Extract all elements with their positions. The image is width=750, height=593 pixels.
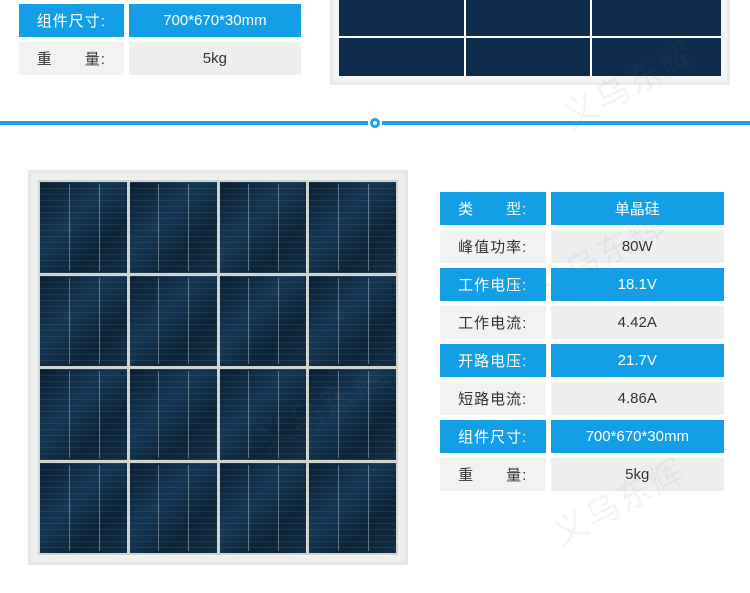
- spec-label: 类 型:: [439, 191, 547, 226]
- solar-panel-image: [28, 170, 408, 565]
- solar-cell: [40, 182, 127, 273]
- spec-value: 80W: [550, 229, 725, 264]
- divider-line: [382, 121, 750, 125]
- solar-panel-fragment: [330, 0, 730, 85]
- solar-cell: [309, 369, 396, 460]
- table-row: 短路电流: 4.86A: [439, 381, 725, 416]
- divider-line: [0, 121, 368, 125]
- solar-cell: [130, 369, 217, 460]
- table-row: 峰值功率: 80W: [439, 229, 725, 264]
- table-row: 组件尺寸: 700*670*30mm: [18, 3, 302, 38]
- solar-cell: [130, 182, 217, 273]
- table-row: 工作电流: 4.42A: [439, 305, 725, 340]
- table-row: 重 量: 5kg: [18, 41, 302, 76]
- spec-label: 开路电压:: [439, 343, 547, 378]
- section-divider: [0, 118, 750, 128]
- spec-value: 4.86A: [550, 381, 725, 416]
- solar-cells-grid: [38, 180, 398, 555]
- spec-value: 18.1V: [550, 267, 725, 302]
- solar-cell: [220, 182, 307, 273]
- spec-label: 重 量:: [439, 457, 547, 492]
- spec-value: 700*670*30mm: [128, 3, 302, 38]
- spec-value: 4.42A: [550, 305, 725, 340]
- spec-label: 重 量:: [18, 41, 125, 76]
- solar-cell: [40, 463, 127, 554]
- table-row: 工作电压: 18.1V: [439, 267, 725, 302]
- spec-value: 5kg: [550, 457, 725, 492]
- spec-label: 短路电流:: [439, 381, 547, 416]
- spec-label: 峰值功率:: [439, 229, 547, 264]
- spec-value: 21.7V: [550, 343, 725, 378]
- solar-cell: [220, 463, 307, 554]
- table-row: 组件尺寸: 700*670*30mm: [439, 419, 725, 454]
- solar-cell: [309, 463, 396, 554]
- solar-cell: [220, 276, 307, 367]
- table-row: 开路电压: 21.7V: [439, 343, 725, 378]
- table-row: 类 型: 单晶硅: [439, 191, 725, 226]
- bottom-spec-table: 类 型: 单晶硅 峰值功率: 80W 工作电压: 18.1V 工作电流: 4.4…: [436, 170, 728, 565]
- bottom-section: 类 型: 单晶硅 峰值功率: 80W 工作电压: 18.1V 工作电流: 4.4…: [0, 170, 750, 565]
- top-spec-table: 组件尺寸: 700*670*30mm 重 量: 5kg: [15, 0, 305, 79]
- solar-cell: [40, 276, 127, 367]
- spec-label: 工作电流:: [439, 305, 547, 340]
- spec-label: 组件尺寸:: [18, 3, 125, 38]
- solar-cell: [309, 182, 396, 273]
- spec-value: 单晶硅: [550, 191, 725, 226]
- spec-value: 700*670*30mm: [550, 419, 725, 454]
- spec-value: 5kg: [128, 41, 302, 76]
- solar-cell: [220, 369, 307, 460]
- table-row: 重 量: 5kg: [439, 457, 725, 492]
- solar-cell: [309, 276, 396, 367]
- spec-label: 组件尺寸:: [439, 419, 547, 454]
- spec-table-top: 组件尺寸: 700*670*30mm 重 量: 5kg: [15, 0, 305, 79]
- spec-label: 工作电压:: [439, 267, 547, 302]
- solar-cell: [40, 369, 127, 460]
- solar-cell: [130, 463, 217, 554]
- divider-dot-icon: [370, 118, 380, 128]
- solar-cell: [130, 276, 217, 367]
- spec-table-bottom: 类 型: 单晶硅 峰值功率: 80W 工作电压: 18.1V 工作电流: 4.4…: [436, 188, 728, 495]
